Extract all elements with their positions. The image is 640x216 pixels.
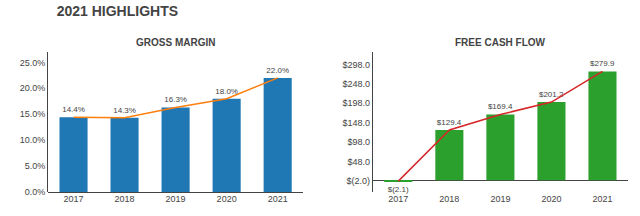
svg-text:$169.4: $169.4 (488, 102, 513, 111)
svg-text:$129.4: $129.4 (437, 118, 462, 127)
svg-text:10.0%: 10.0% (20, 135, 46, 145)
svg-text:2019: 2019 (166, 194, 186, 204)
svg-text:$248.0: $248.0 (342, 79, 370, 89)
svg-text:2020: 2020 (541, 194, 561, 204)
svg-text:$(2.0): $(2.0) (346, 176, 370, 186)
svg-text:14.3%: 14.3% (113, 106, 136, 115)
svg-text:18.0%: 18.0% (215, 87, 238, 96)
svg-text:14.4%: 14.4% (62, 105, 85, 114)
svg-text:$279.9: $279.9 (590, 59, 615, 68)
svg-text:15.0%: 15.0% (20, 109, 46, 119)
svg-text:2020: 2020 (217, 194, 237, 204)
svg-text:5.0%: 5.0% (25, 161, 46, 171)
svg-text:GROSS MARGIN: GROSS MARGIN (136, 37, 215, 48)
svg-text:25.0%: 25.0% (20, 58, 46, 68)
svg-text:2018: 2018 (439, 194, 459, 204)
svg-text:$(2.1): $(2.1) (388, 185, 409, 194)
svg-text:$198.0: $198.0 (342, 98, 370, 108)
svg-text:2018: 2018 (115, 194, 135, 204)
svg-text:2019: 2019 (490, 194, 510, 204)
svg-text:FREE CASH FLOW: FREE CASH FLOW (455, 37, 546, 48)
svg-text:$201.2: $201.2 (539, 90, 564, 99)
svg-text:2021 HIGHLIGHTS: 2021 HIGHLIGHTS (57, 3, 178, 19)
svg-text:2017: 2017 (388, 194, 408, 204)
svg-text:2021: 2021 (592, 194, 612, 204)
svg-text:16.3%: 16.3% (164, 95, 187, 104)
svg-text:$298.0: $298.0 (342, 60, 370, 70)
svg-text:$48.0: $48.0 (347, 157, 370, 167)
svg-text:0.0%: 0.0% (25, 187, 46, 197)
svg-text:22.0%: 22.0% (266, 66, 289, 75)
svg-text:$148.0: $148.0 (342, 118, 370, 128)
svg-text:20.0%: 20.0% (20, 83, 46, 93)
svg-text:$98.0: $98.0 (347, 137, 370, 147)
svg-text:2017: 2017 (64, 194, 84, 204)
svg-text:2021: 2021 (268, 194, 288, 204)
